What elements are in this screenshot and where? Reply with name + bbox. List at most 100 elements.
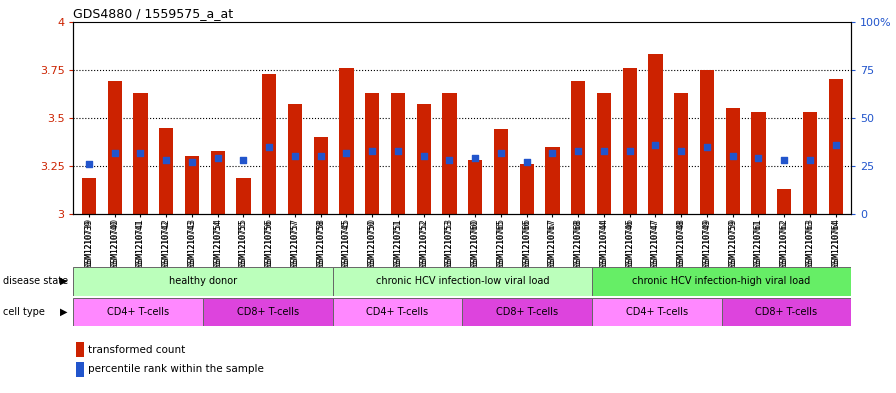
Point [185,159,199,165]
Bar [726,108,740,214]
Text: GSM1210745: GSM1210745 [342,219,351,266]
Text: GSM1210739: GSM1210739 [84,219,93,266]
Bar [185,156,199,214]
Text: GSM1210753: GSM1210753 [445,219,454,266]
Bar [340,68,354,214]
Point [391,147,405,154]
Text: cell type: cell type [3,307,45,317]
Text: disease state: disease state [3,276,68,286]
Text: percentile rank within the sample: percentile rank within the sample [88,364,263,374]
Text: GSM1210742: GSM1210742 [161,219,170,266]
Bar [752,112,765,214]
Text: GSM1210765: GSM1210765 [496,219,505,266]
Point [108,149,122,156]
Bar [674,93,688,214]
Point [134,149,148,156]
Bar [597,93,611,214]
Bar [520,164,534,214]
Bar [73,267,332,296]
Text: chronic HCV infection-high viral load: chronic HCV infection-high viral load [633,276,811,286]
Text: GSM1210741: GSM1210741 [136,219,145,266]
Text: chronic HCV infection-low viral load: chronic HCV infection-low viral load [375,276,549,286]
Bar [134,93,148,214]
Bar [108,81,122,214]
Point [159,157,173,163]
Text: CD8+ T-cells: CD8+ T-cells [496,307,558,317]
Point [211,155,225,162]
Text: GSM1210762: GSM1210762 [780,219,788,266]
Text: GSM1210767: GSM1210767 [548,219,557,266]
Bar [75,342,84,358]
Text: CD4+ T-cells: CD4+ T-cells [366,307,428,317]
Bar [332,267,592,296]
Bar [592,267,851,296]
Point [700,143,714,150]
Point [340,149,354,156]
Point [443,157,457,163]
Point [752,155,766,162]
Text: GSM1210744: GSM1210744 [599,219,608,266]
Point [674,147,688,154]
Text: GSM1210748: GSM1210748 [676,219,685,266]
Text: GSM1210768: GSM1210768 [573,219,582,266]
Point [829,142,843,148]
Bar [777,189,791,214]
Point [571,147,585,154]
Bar [700,70,714,214]
Text: GSM1210743: GSM1210743 [187,219,196,266]
Point [237,157,251,163]
Point [314,153,328,160]
Point [417,153,431,160]
Bar [623,68,637,214]
Text: healthy donor: healthy donor [169,276,237,286]
Bar [829,79,843,214]
Text: CD4+ T-cells: CD4+ T-cells [108,307,169,317]
Point [623,147,637,154]
Text: GSM1210751: GSM1210751 [393,219,402,266]
Bar [332,298,462,326]
Bar [211,151,225,214]
Bar [417,105,431,214]
Bar [468,160,482,214]
Point [288,153,302,160]
Text: GSM1210756: GSM1210756 [264,219,273,266]
Bar [263,73,276,214]
Bar [721,298,851,326]
Bar [462,298,592,326]
Point [468,155,482,162]
Text: GSM1210740: GSM1210740 [110,219,119,266]
Bar [803,112,817,214]
Bar [571,81,585,214]
Text: CD8+ T-cells: CD8+ T-cells [755,307,817,317]
Text: GSM1210764: GSM1210764 [831,219,840,266]
Point [597,147,611,154]
Text: GSM1210757: GSM1210757 [290,219,299,266]
Text: CD8+ T-cells: CD8+ T-cells [237,307,299,317]
Bar [82,178,96,214]
Bar [203,298,332,326]
Text: transformed count: transformed count [88,345,185,354]
Text: GSM1210746: GSM1210746 [625,219,634,266]
Text: GSM1210755: GSM1210755 [239,219,248,266]
Point [82,161,96,167]
Text: ▶: ▶ [60,276,67,286]
Text: GSM1210750: GSM1210750 [367,219,376,266]
Text: GSM1210754: GSM1210754 [213,219,222,266]
Point [777,157,791,163]
Text: CD4+ T-cells: CD4+ T-cells [625,307,688,317]
Bar [546,147,559,214]
Text: GSM1210747: GSM1210747 [651,219,660,266]
Text: GSM1210761: GSM1210761 [754,219,763,266]
Bar [73,298,203,326]
Point [365,147,379,154]
Text: GSM1210763: GSM1210763 [806,219,814,266]
Point [262,143,276,150]
Text: GSM1210760: GSM1210760 [470,219,479,266]
Bar [391,93,405,214]
Text: GSM1210749: GSM1210749 [702,219,711,266]
Text: GSM1210758: GSM1210758 [316,219,325,266]
Point [726,153,740,160]
Bar [314,137,328,214]
Bar [494,129,508,214]
Bar [592,298,721,326]
